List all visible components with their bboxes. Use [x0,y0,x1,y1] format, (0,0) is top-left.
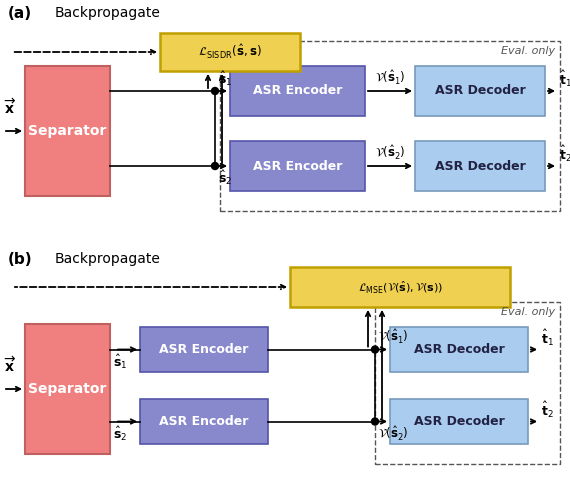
Text: ASR Decoder: ASR Decoder [434,85,526,97]
Bar [140,327,268,372]
Text: ASR Encoder: ASR Encoder [159,415,249,428]
Text: ASR Encoder: ASR Encoder [253,159,342,173]
Text: $\hat{\mathbf{t}}_1$: $\hat{\mathbf{t}}_1$ [559,69,570,89]
Text: $\mathcal{V}(\hat{\mathbf{s}}_1)$: $\mathcal{V}(\hat{\mathbf{s}}_1)$ [378,327,408,345]
Text: $\hat{\mathbf{t}}_2$: $\hat{\mathbf{t}}_2$ [541,400,553,420]
Text: Separator: Separator [28,382,107,396]
Text: Backpropagate: Backpropagate [55,252,161,266]
Bar [25,324,110,454]
Text: $\hat{\mathbf{s}}_2$: $\hat{\mathbf{s}}_2$ [218,169,232,187]
Text: ASR Decoder: ASR Decoder [414,415,504,428]
Text: $\overrightarrow{\mathbf{x}}$: $\overrightarrow{\mathbf{x}}$ [4,97,17,117]
Text: $\mathcal{V}(\hat{\mathbf{s}}_2)$: $\mathcal{V}(\hat{\mathbf{s}}_2)$ [375,144,405,162]
Text: $\mathcal{V}(\hat{\mathbf{s}}_2)$: $\mathcal{V}(\hat{\mathbf{s}}_2)$ [378,425,408,443]
Text: Eval. only: Eval. only [501,46,555,56]
Bar [25,66,110,196]
Text: (a): (a) [8,6,32,21]
Bar [230,141,365,191]
Text: $\mathcal{L}_{\mathrm{MSE}}(\mathcal{V}(\hat{\mathbf{s}}), \mathcal{V}(\mathbf{s: $\mathcal{L}_{\mathrm{MSE}}(\mathcal{V}(… [357,279,442,295]
Bar [220,41,560,211]
Text: $\hat{\mathbf{s}}_2$: $\hat{\mathbf{s}}_2$ [113,425,127,443]
Text: $\hat{\mathbf{t}}_1$: $\hat{\mathbf{t}}_1$ [541,327,554,347]
Ellipse shape [211,88,218,94]
Bar [160,33,300,71]
Ellipse shape [372,418,378,425]
Text: $\hat{\mathbf{s}}_1$: $\hat{\mathbf{s}}_1$ [113,352,127,370]
Text: $\mathcal{V}(\hat{\mathbf{s}}_1)$: $\mathcal{V}(\hat{\mathbf{s}}_1)$ [375,69,405,87]
Bar [390,327,528,372]
Text: Backpropagate: Backpropagate [55,6,161,20]
Text: Separator: Separator [28,124,107,138]
Bar [390,399,528,444]
Bar [375,302,560,464]
Text: $\hat{\mathbf{s}}_1$: $\hat{\mathbf{s}}_1$ [218,70,233,88]
Bar [415,66,545,116]
Ellipse shape [372,346,378,353]
Text: ASR Decoder: ASR Decoder [414,343,504,356]
Ellipse shape [211,162,218,170]
Text: (b): (b) [8,252,32,267]
Bar [415,141,545,191]
Text: ASR Encoder: ASR Encoder [253,85,342,97]
Text: ASR Encoder: ASR Encoder [159,343,249,356]
Text: $\hat{\mathbf{t}}_2$: $\hat{\mathbf{t}}_2$ [559,144,570,164]
Text: Eval. only: Eval. only [501,307,555,317]
Text: ASR Decoder: ASR Decoder [434,159,526,173]
Bar [230,66,365,116]
Bar [140,399,268,444]
Text: $\mathcal{L}_{\mathrm{SISDR}}(\hat{\mathbf{s}}, \mathbf{s})$: $\mathcal{L}_{\mathrm{SISDR}}(\hat{\math… [198,43,262,61]
Text: $\overrightarrow{\mathbf{x}}$: $\overrightarrow{\mathbf{x}}$ [4,355,17,375]
Bar [290,267,510,307]
